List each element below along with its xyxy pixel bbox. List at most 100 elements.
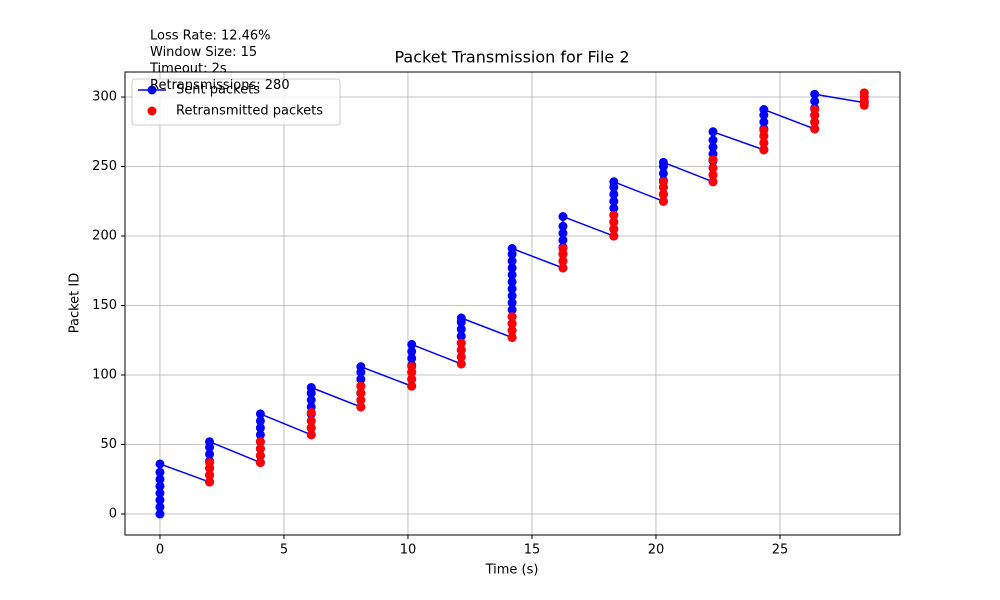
scatter-point (306, 408, 316, 418)
line-marker (609, 189, 619, 199)
y-tick-label: 150 (92, 298, 117, 313)
scatter-point (407, 381, 417, 391)
line-marker (407, 339, 417, 349)
line-marker (609, 177, 619, 187)
y-tick-label: 100 (92, 368, 117, 383)
chart-title: Packet Transmission for File 2 (395, 48, 630, 67)
scatter-point (456, 359, 466, 369)
line-marker (255, 409, 265, 419)
scatter-point (306, 423, 316, 433)
y-tick-label: 300 (92, 90, 117, 105)
line-marker (609, 203, 619, 213)
scatter-point (205, 470, 215, 480)
scatter-point (306, 430, 316, 440)
scatter-point (306, 416, 316, 426)
line-marker (708, 142, 718, 152)
line-marker (507, 263, 517, 273)
scatter-point (407, 362, 417, 372)
legend-label: Sent packets (176, 83, 260, 98)
line-marker (507, 244, 517, 254)
scatter-point (810, 124, 820, 134)
line-marker (708, 135, 718, 145)
line-marker (205, 449, 215, 459)
line-marker (306, 383, 316, 393)
line-marker (558, 212, 568, 222)
line-marker (507, 291, 517, 301)
line-marker (558, 235, 568, 245)
scatter-point (609, 210, 619, 220)
scatter-point (456, 345, 466, 355)
line-marker (155, 488, 165, 498)
line-marker (356, 374, 366, 384)
line-marker (155, 474, 165, 484)
line-marker (658, 168, 668, 178)
line-marker (609, 196, 619, 206)
legend-marker (147, 106, 157, 116)
scatter-point (558, 263, 568, 273)
scatter-point (507, 326, 517, 336)
legend-label: Retransmitted packets (176, 104, 323, 119)
line-marker (255, 423, 265, 433)
annotation: Timeout: 2s (149, 62, 227, 77)
line-marker (456, 313, 466, 323)
scatter-point (205, 458, 215, 468)
scatter-point (708, 163, 718, 173)
scatter-point (810, 105, 820, 115)
scatter-point (708, 170, 718, 180)
scatter-point (658, 196, 668, 206)
y-axis-label: Packet ID (68, 273, 83, 334)
scatter-point (456, 338, 466, 348)
scatter-point (609, 224, 619, 234)
annotation: Retransmissions: 280 (150, 78, 290, 93)
scatter-point (507, 332, 517, 342)
line-marker (407, 353, 417, 363)
line-marker (456, 331, 466, 341)
line-marker (356, 362, 366, 372)
scatter-point (507, 319, 517, 329)
scatter-point (356, 381, 366, 391)
scatter-point (255, 444, 265, 454)
line-marker (205, 437, 215, 447)
line-marker (810, 89, 820, 99)
line-marker (759, 105, 769, 115)
line-marker (456, 324, 466, 334)
scatter-point (407, 374, 417, 384)
line-marker (507, 277, 517, 287)
scatter-point (708, 177, 718, 187)
scatter-point (859, 88, 869, 98)
scatter-point (759, 138, 769, 148)
line-marker (507, 270, 517, 280)
line-marker (708, 127, 718, 137)
line-marker (155, 495, 165, 505)
scatter-point (759, 145, 769, 155)
scatter-point (658, 189, 668, 199)
line-marker (155, 502, 165, 512)
y-tick-label: 50 (100, 437, 117, 452)
line-marker (507, 298, 517, 308)
annotation: Window Size: 15 (150, 45, 257, 60)
y-tick-label: 250 (92, 159, 117, 174)
x-tick-label: 15 (524, 543, 541, 558)
scatter-point (609, 217, 619, 227)
x-tick-label: 5 (280, 543, 288, 558)
line-marker (255, 430, 265, 440)
scatter-point (255, 451, 265, 461)
y-tick-label: 200 (92, 229, 117, 244)
line-marker (507, 284, 517, 294)
scatter-point (658, 177, 668, 187)
scatter-point (205, 477, 215, 487)
legend-box (131, 78, 341, 126)
line-marker (558, 221, 568, 231)
x-tick-label: 10 (400, 543, 417, 558)
line-marker (507, 305, 517, 315)
scatter-point (456, 352, 466, 362)
legend-marker (147, 85, 157, 95)
line-marker (558, 228, 568, 238)
scatter-point (759, 125, 769, 135)
scatter-point (356, 388, 366, 398)
line-marker (306, 395, 316, 405)
line-marker (759, 117, 769, 127)
line-marker (155, 459, 165, 469)
x-axis-label: Time (s) (485, 563, 539, 578)
